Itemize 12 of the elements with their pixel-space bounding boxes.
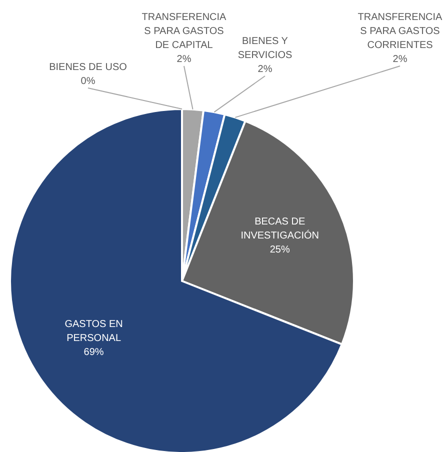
slice-label: TRANSFERENCIAS PARA GASTOS CORRIENTES [358, 12, 443, 51]
data-label: 2% [176, 54, 192, 65]
data-label: 2% [392, 54, 408, 65]
data-label: 25% [270, 244, 290, 256]
slice-label: GASTOS EN PERSONAL [64, 318, 123, 344]
data-label: 69% [84, 346, 104, 358]
text: 0% [80, 76, 96, 87]
slice-label: BECAS DE INVESTIGACIÓN [240, 216, 320, 242]
slice-label: TRANSFERENCIAS PARA GASTOS DE CAPITAL [142, 12, 227, 51]
data-label: 2% [258, 64, 272, 75]
slice-label: BIENES Y SERVICIOS [238, 36, 292, 61]
category-label: BIENES DE USO [49, 62, 127, 73]
